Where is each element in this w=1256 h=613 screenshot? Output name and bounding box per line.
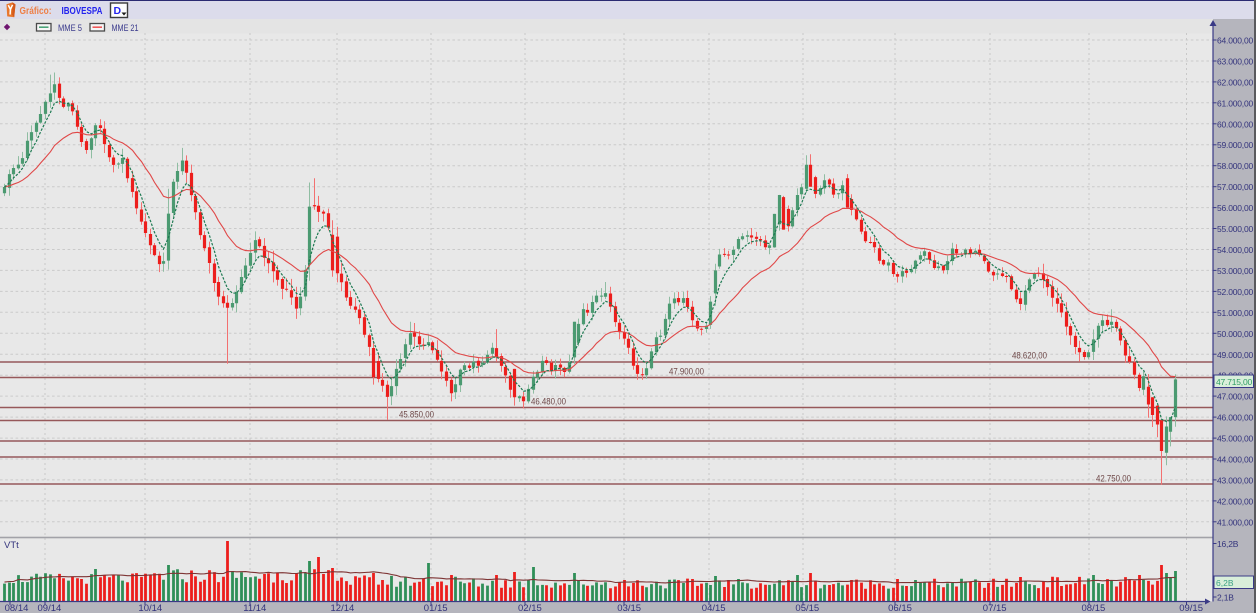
svg-text:60.000,00: 60.000,00: [1217, 119, 1253, 129]
svg-text:55.000,00: 55.000,00: [1217, 224, 1253, 234]
svg-text:59.000,00: 59.000,00: [1217, 140, 1253, 150]
svg-text:46.000,00: 46.000,00: [1217, 413, 1253, 423]
svg-text:D: D: [114, 5, 122, 17]
svg-text:2,1B: 2,1B: [1217, 593, 1234, 603]
svg-text:10/14: 10/14: [138, 603, 162, 613]
svg-text:MME 21: MME 21: [112, 23, 139, 34]
svg-text:16,2B: 16,2B: [1217, 539, 1239, 549]
svg-text:05/15: 05/15: [795, 603, 819, 613]
svg-text:53.000,00: 53.000,00: [1217, 266, 1253, 276]
svg-text:64.000,00: 64.000,00: [1217, 36, 1253, 46]
svg-text:47.000,00: 47.000,00: [1217, 392, 1253, 402]
svg-text:47.715,00: 47.715,00: [1216, 377, 1252, 387]
svg-text:52.000,00: 52.000,00: [1217, 287, 1253, 297]
svg-text:44.000,00: 44.000,00: [1217, 455, 1253, 465]
svg-text:57.000,00: 57.000,00: [1217, 182, 1253, 192]
svg-text:63.000,00: 63.000,00: [1217, 57, 1253, 67]
svg-text:41.000,00: 41.000,00: [1217, 517, 1253, 527]
svg-text:42.000,00: 42.000,00: [1217, 496, 1253, 506]
svg-text:06/15: 06/15: [888, 603, 912, 613]
svg-text:51.000,00: 51.000,00: [1217, 308, 1253, 318]
svg-text:46.480,00: 46.480,00: [531, 397, 566, 407]
svg-text:54.000,00: 54.000,00: [1217, 245, 1253, 255]
svg-text:08/15: 08/15: [1082, 603, 1106, 613]
svg-text:IBOVESPA: IBOVESPA: [62, 5, 103, 17]
svg-text:11/14: 11/14: [243, 603, 266, 613]
svg-text:42.750,00: 42.750,00: [1096, 474, 1131, 484]
svg-text:43.000,00: 43.000,00: [1217, 475, 1253, 485]
svg-text:02/15: 02/15: [518, 603, 542, 613]
svg-text:08/14: 08/14: [5, 603, 29, 613]
svg-text:47.900,00: 47.900,00: [669, 367, 704, 377]
svg-text:09/14: 09/14: [38, 603, 62, 613]
svg-text:04/15: 04/15: [702, 603, 726, 613]
svg-text:6,2B: 6,2B: [1216, 578, 1234, 588]
svg-text:45.850,00: 45.850,00: [399, 410, 434, 420]
svg-text:50.000,00: 50.000,00: [1217, 329, 1253, 339]
svg-text:Gráfico:: Gráfico:: [20, 5, 52, 17]
svg-text:07/15: 07/15: [983, 603, 1007, 613]
svg-text:45.000,00: 45.000,00: [1217, 434, 1253, 444]
svg-text:12/14: 12/14: [331, 603, 355, 613]
svg-text:VTt: VTt: [4, 540, 19, 551]
svg-text:62.000,00: 62.000,00: [1217, 77, 1253, 87]
svg-text:58.000,00: 58.000,00: [1217, 161, 1253, 171]
svg-text:MME 5: MME 5: [58, 23, 82, 34]
svg-text:56.000,00: 56.000,00: [1217, 203, 1253, 213]
svg-text:49.000,00: 49.000,00: [1217, 350, 1253, 360]
svg-text:01/15: 01/15: [424, 603, 448, 613]
svg-text:03/15: 03/15: [617, 603, 641, 613]
svg-text:48.620,00: 48.620,00: [1012, 351, 1047, 361]
svg-text:09/15: 09/15: [1179, 603, 1203, 613]
svg-text:61.000,00: 61.000,00: [1217, 98, 1253, 108]
